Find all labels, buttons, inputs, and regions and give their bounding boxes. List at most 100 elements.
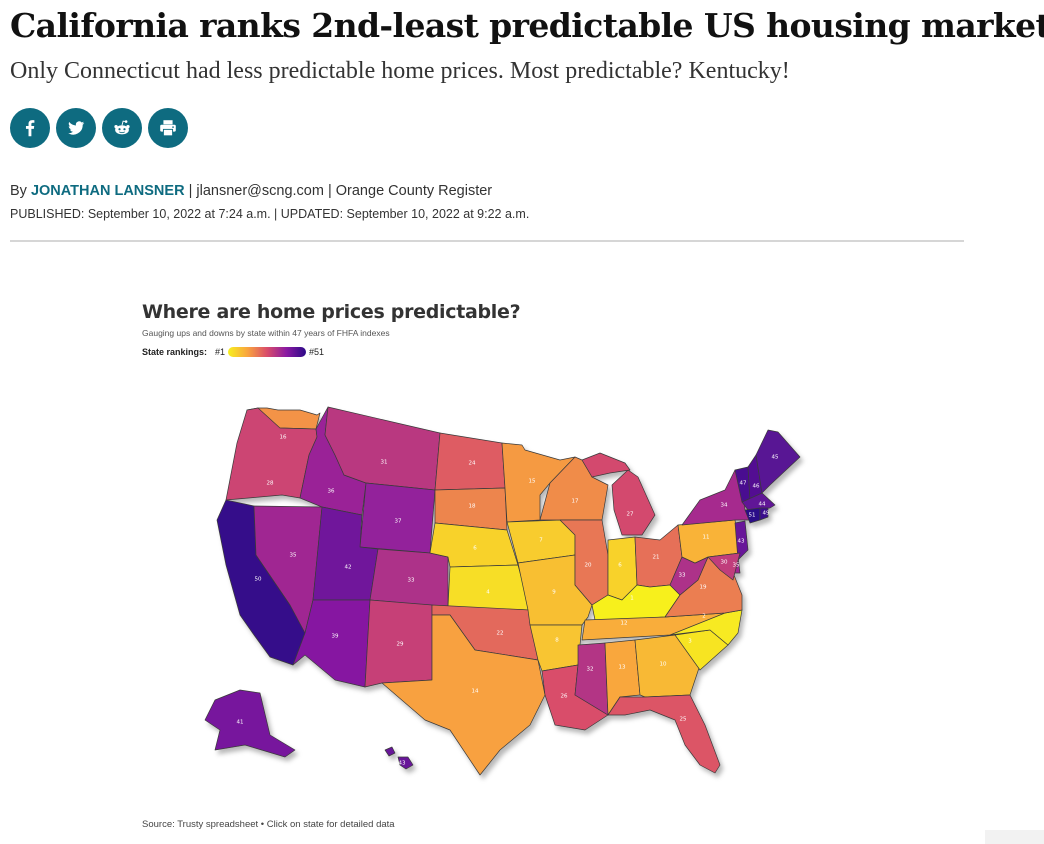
rank-label-AK: 41 xyxy=(237,720,244,726)
rank-label-MD: 30 xyxy=(721,560,728,566)
rank-label-WY: 37 xyxy=(395,519,402,525)
legend-max: #51 xyxy=(309,347,325,357)
rank-label-KY: 1 xyxy=(630,596,634,602)
rank-label-MO: 9 xyxy=(552,590,556,596)
rank-label-IN: 6 xyxy=(618,563,622,569)
reddit-share-button[interactable] xyxy=(102,108,142,148)
rank-label-NJ: 43 xyxy=(738,539,745,545)
rank-label-WV: 33 xyxy=(679,573,686,579)
print-button[interactable] xyxy=(148,108,188,148)
rank-label-PA: 11 xyxy=(703,535,710,541)
author-link[interactable]: JONATHAN LANSNER xyxy=(30,183,185,199)
rank-label-RI: 49 xyxy=(763,511,770,517)
published-date: September 10, 2022 at 7:24 a.m. xyxy=(87,207,271,221)
rank-label-ID: 36 xyxy=(328,489,335,495)
share-bar xyxy=(10,108,188,148)
state-NJ[interactable] xyxy=(734,520,749,561)
rank-label-KS: 4 xyxy=(486,590,490,596)
headline: California ranks 2nd-least predictable U… xyxy=(10,6,1044,45)
state-AL[interactable] xyxy=(604,639,641,716)
rank-label-NC: 2 xyxy=(702,614,706,620)
rank-label-MS: 32 xyxy=(587,667,594,673)
rank-label-NY: 34 xyxy=(721,503,728,509)
rank-label-OK: 22 xyxy=(497,631,504,637)
rank-label-MI: 27 xyxy=(627,512,634,518)
legend-min: #1 xyxy=(215,347,226,357)
facebook-share-button[interactable] xyxy=(10,108,50,148)
state-HI-big[interactable] xyxy=(397,756,414,770)
print-icon xyxy=(160,120,176,137)
state-MD[interactable] xyxy=(707,552,741,581)
state-ME[interactable] xyxy=(755,429,801,494)
reddit-icon xyxy=(114,120,130,135)
rank-label-MT: 31 xyxy=(381,460,388,466)
rank-label-UT: 42 xyxy=(345,565,352,571)
header-divider xyxy=(10,240,964,242)
state-MA[interactable] xyxy=(741,492,776,511)
byline: By JONATHAN LANSNER | jlansner@scng.com … xyxy=(10,183,492,199)
state-KS[interactable] xyxy=(447,564,531,611)
legend-gradient xyxy=(228,347,307,357)
published-label: PUBLISHED: xyxy=(10,207,88,221)
corner-widget xyxy=(985,830,1044,844)
rank-label-NH: 46 xyxy=(753,484,760,490)
rank-label-LA: 26 xyxy=(561,694,568,700)
rank-label-AR: 8 xyxy=(555,638,559,644)
rank-label-IA: 7 xyxy=(539,538,543,544)
rank-label-VA: 19 xyxy=(700,585,707,591)
graphic-source[interactable]: Source: Trusty spreadsheet • Click on st… xyxy=(142,819,395,830)
state-MI[interactable] xyxy=(611,469,656,536)
rank-label-WA: 16 xyxy=(280,435,287,441)
byline-prefix: By xyxy=(10,183,31,199)
rank-label-FL: 25 xyxy=(680,717,687,723)
rank-label-ND: 24 xyxy=(469,461,476,467)
facebook-icon xyxy=(25,120,35,137)
us-map: 16 28 50 35 36 31 37 42 39 33 29 24 18 6… xyxy=(204,406,801,776)
outlet-name: Orange County Register xyxy=(335,183,493,199)
rank-label-MN: 15 xyxy=(529,479,536,485)
rank-label-MA: 44 xyxy=(759,502,766,508)
state-CO[interactable] xyxy=(369,548,449,608)
state-HI[interactable] xyxy=(384,746,396,757)
rank-label-AL: 13 xyxy=(619,665,626,671)
rank-label-CT: 51 xyxy=(749,513,756,519)
rank-label-ME: 45 xyxy=(772,455,779,461)
graphic-subtitle: Gauging ups and downs by state within 47… xyxy=(142,328,390,338)
rank-label-DE: 35 xyxy=(733,563,740,569)
author-email: | jlansner@scng.com | xyxy=(184,183,336,199)
rank-label-TN: 12 xyxy=(621,621,628,627)
rank-label-IL: 20 xyxy=(585,563,592,569)
date-separator: | xyxy=(270,207,281,221)
rank-label-AZ: 39 xyxy=(332,634,339,640)
rank-label-SC: 3 xyxy=(688,639,692,645)
map-graphic: Where are home prices predictable? Gaugi… xyxy=(130,295,850,840)
state-AK[interactable] xyxy=(204,689,296,758)
state-RI[interactable] xyxy=(759,507,769,521)
rank-label-VT: 47 xyxy=(740,481,747,487)
twitter-share-button[interactable] xyxy=(56,108,96,148)
state-WI[interactable] xyxy=(539,456,609,521)
updated-label: UPDATED: xyxy=(280,207,347,221)
rank-label-OH: 21 xyxy=(653,555,660,561)
rank-label-NE: 6 xyxy=(473,546,477,552)
timestamps: PUBLISHED: September 10, 2022 at 7:24 a.… xyxy=(10,207,529,221)
state-MS[interactable] xyxy=(574,642,609,716)
rank-label-NV: 35 xyxy=(290,553,297,559)
updated-date: September 10, 2022 at 9:22 a.m. xyxy=(346,207,530,221)
rank-label-CA: 50 xyxy=(255,577,262,583)
rank-label-TX: 14 xyxy=(472,689,479,695)
color-legend: State rankings: #1 #51 xyxy=(142,347,324,357)
state-FL[interactable] xyxy=(607,694,721,774)
rank-label-CO: 33 xyxy=(408,578,415,584)
rank-label-SD: 18 xyxy=(469,504,476,510)
rank-label-HI: 43 xyxy=(399,761,406,767)
rank-label-WI: 17 xyxy=(572,499,579,505)
rank-label-NM: 29 xyxy=(397,642,404,648)
state-rank-labels: 16 28 50 35 36 31 37 42 39 33 29 24 18 6… xyxy=(237,435,779,767)
twitter-icon xyxy=(68,121,85,135)
legend-label: State rankings: xyxy=(142,347,208,357)
graphic-title: Where are home prices predictable? xyxy=(142,301,521,323)
subheadline: Only Connecticut had less predictable ho… xyxy=(10,58,790,84)
state-MI-UP[interactable] xyxy=(581,452,631,478)
state-TX[interactable] xyxy=(381,614,546,776)
